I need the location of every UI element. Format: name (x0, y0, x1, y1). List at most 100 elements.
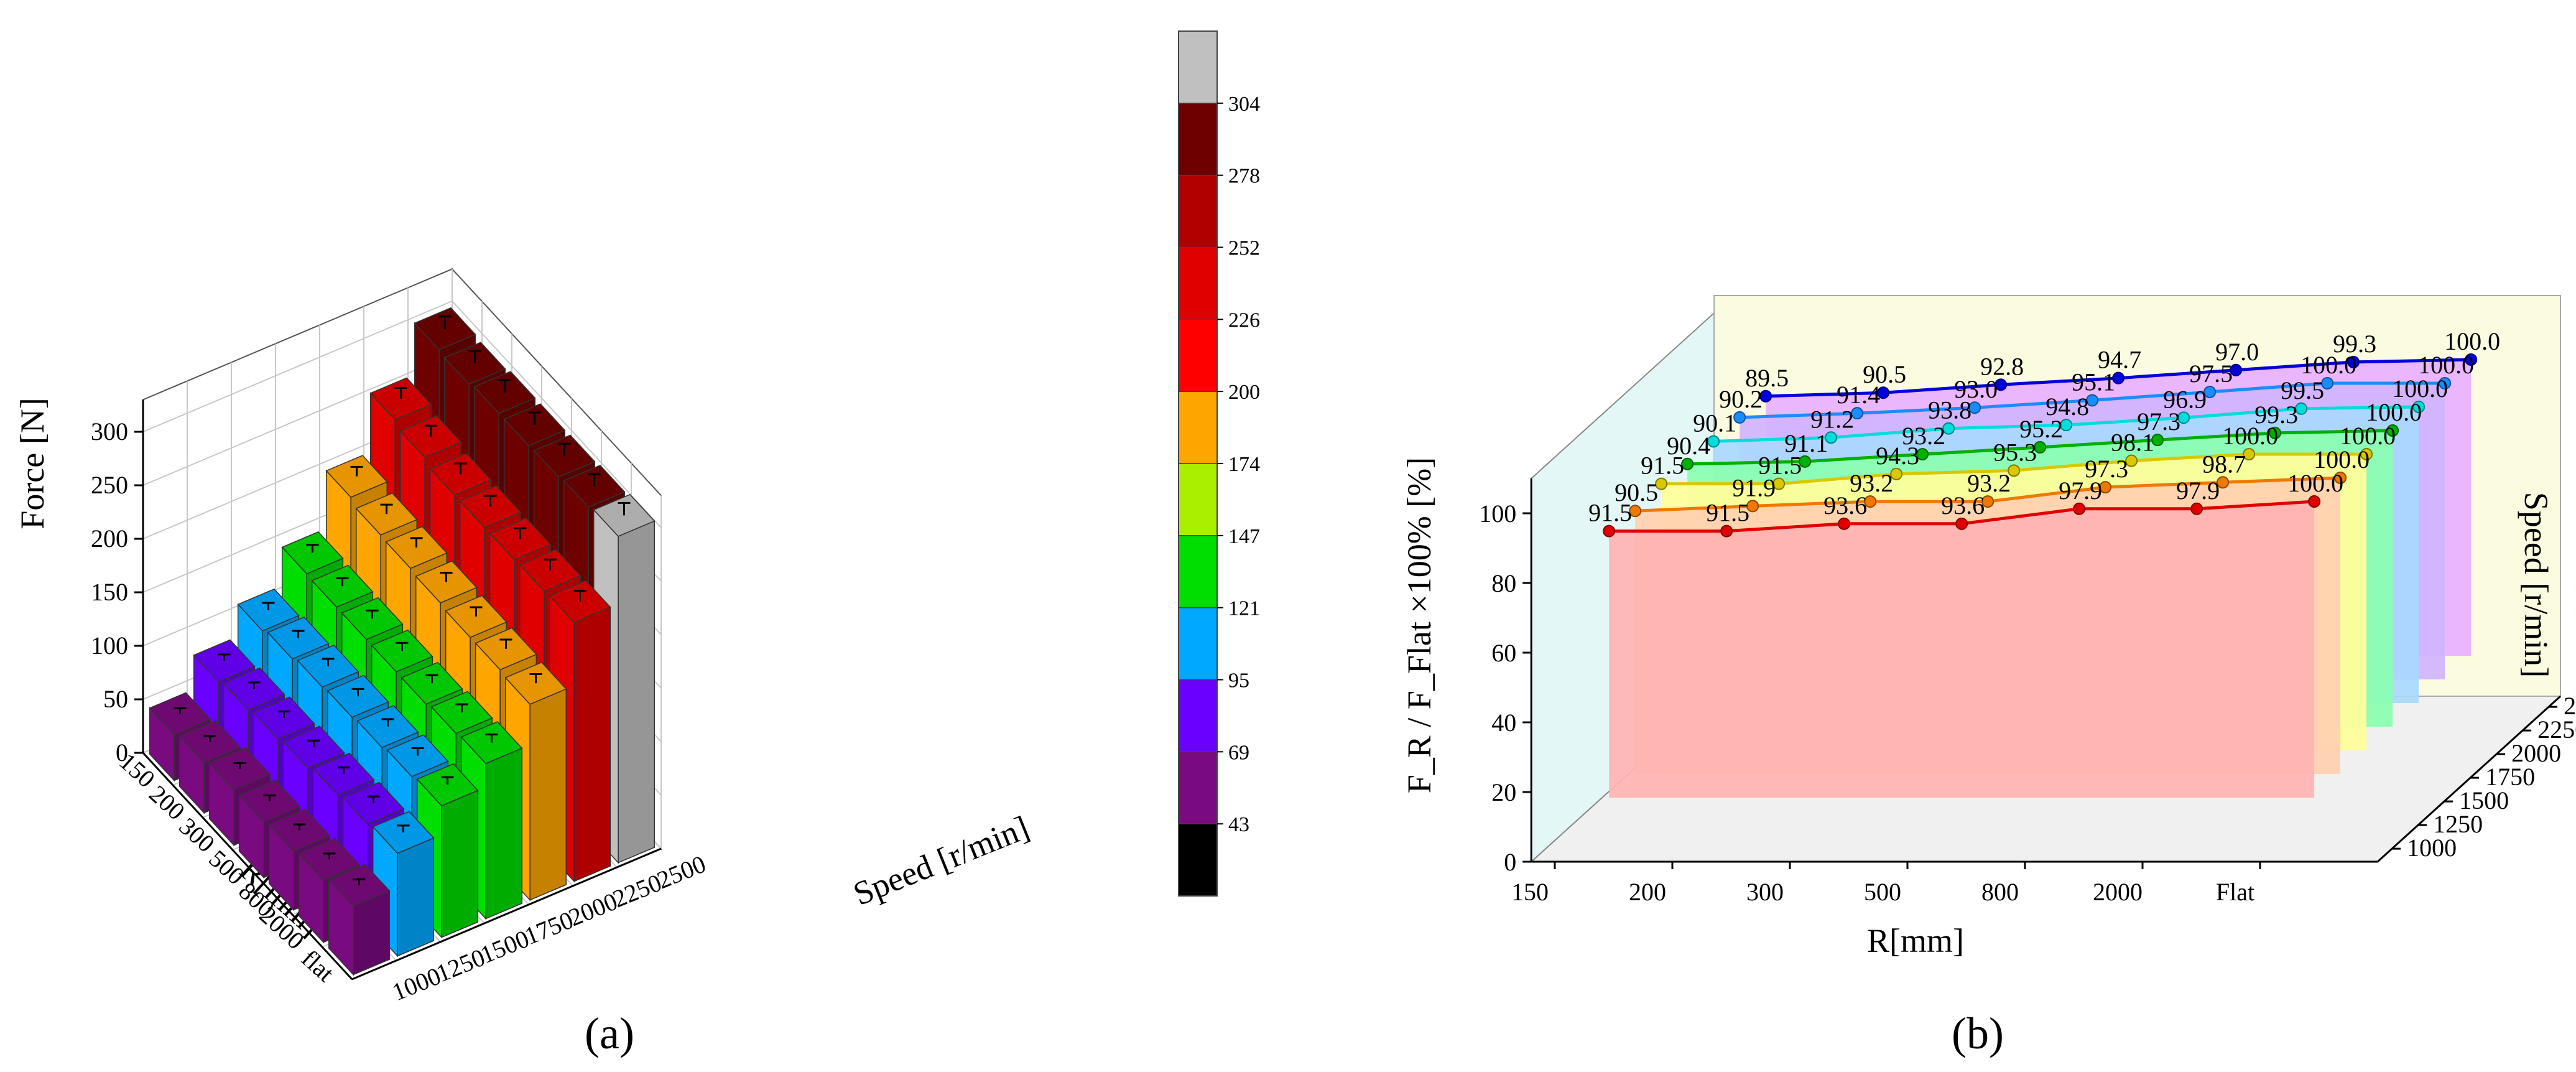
x-tick-label: 300 (1746, 878, 1784, 906)
colorbar-segment (1178, 751, 1218, 824)
data-point (2034, 440, 2047, 454)
data-point (1825, 431, 1838, 444)
data-label: 94.3 (1876, 442, 1919, 470)
y-tick-label: 40 (1491, 709, 1516, 737)
bar-top (342, 781, 405, 825)
bar-top (443, 342, 506, 385)
data-label: 100.0 (2287, 469, 2343, 497)
data-point (2203, 386, 2217, 398)
x-tick-label: 500 (1864, 878, 1901, 906)
data-label: 90.2 (1719, 385, 1763, 413)
z-tick-label: 2250 (2537, 715, 2576, 743)
data-label: 100.0 (2418, 351, 2474, 379)
data-label: 93.6 (1823, 492, 1867, 520)
z-axis-line (2376, 695, 2562, 863)
data-point (1864, 495, 1877, 508)
data-point (1851, 407, 1864, 420)
panel-label-b: (b) (1952, 1009, 2004, 1058)
colorbar-segment (1178, 391, 1218, 464)
data-point (2112, 371, 2125, 385)
data-point (2269, 426, 2282, 439)
data-point (2217, 476, 2230, 489)
bar-top (298, 837, 361, 881)
data-label: 97.5 (2189, 360, 2233, 388)
z-axis-title: Speed [r/min] (848, 809, 1034, 913)
series-fill (1609, 501, 2315, 798)
data-label: 100.0 (2366, 398, 2422, 426)
z-tick-label: 2500 (653, 850, 710, 895)
colorbar-segment (1178, 679, 1218, 753)
data-label: 91.5 (1706, 499, 1749, 527)
y-tick-label: 200 (91, 524, 128, 552)
data-label: 94.7 (2098, 346, 2141, 374)
data-point (2177, 411, 2190, 424)
y-tick-label: 250 (91, 471, 128, 499)
data-label: 96.9 (2163, 385, 2207, 413)
y-tick-label: 60 (1491, 639, 1516, 667)
data-label: 99.3 (2254, 401, 2298, 429)
bar-side (618, 520, 656, 864)
z-axis-line (351, 847, 662, 981)
data-label: 93.2 (1967, 469, 2011, 497)
data-point (1955, 517, 1968, 530)
bar-side (441, 790, 479, 938)
data-label: 99.5 (2281, 376, 2324, 404)
data-point (1877, 386, 1890, 399)
bar-side (573, 606, 611, 882)
data-label: 89.5 (1745, 364, 1789, 392)
data-point (1759, 389, 1772, 403)
data-label: 100.0 (2300, 351, 2356, 379)
panel-label-a: (a) (585, 1009, 634, 1058)
y-tick-label: 300 (91, 417, 128, 445)
colorbar-tick-label: 200 (1228, 381, 1260, 404)
data-label: 91.5 (1588, 499, 1632, 527)
data-label: 95.2 (2019, 415, 2063, 443)
data-point (1942, 422, 1955, 435)
data-point (1629, 505, 1642, 518)
data-point (2412, 401, 2425, 413)
data-point (2439, 377, 2452, 389)
colorbar-tick-label: 304 (1228, 93, 1260, 116)
bar-top (519, 549, 581, 592)
data-label: 90.5 (1615, 478, 1658, 506)
colorbar-tick-label: 95 (1228, 669, 1249, 692)
data-label: 91.5 (1641, 452, 1684, 480)
colorbar-tick-label: 226 (1228, 309, 1260, 332)
bar-side (485, 747, 523, 920)
bar-top (445, 595, 507, 638)
data-label: 93.0 (1954, 375, 1998, 403)
data-label: 97.0 (2215, 338, 2259, 366)
y-tick-label: 50 (103, 685, 128, 713)
data-point (2125, 454, 2138, 467)
bar-top (416, 763, 479, 806)
y-tick-label: 0 (116, 739, 128, 767)
data-point (2360, 448, 2373, 460)
bar (328, 864, 391, 976)
data-point (1655, 477, 1668, 490)
data-point (1968, 401, 1981, 414)
y-tick-label: 80 (1491, 569, 1516, 597)
bar-top (414, 307, 476, 350)
data-label: 93.2 (1902, 422, 1945, 450)
bar-side (397, 837, 435, 957)
data-point (2073, 502, 2086, 515)
bar-top (149, 692, 211, 735)
x-tick-label: 800 (1981, 878, 2019, 906)
data-label: 91.9 (1732, 473, 1776, 501)
data-point (2230, 363, 2243, 376)
data-point (2347, 355, 2360, 368)
bar-top (372, 811, 435, 854)
data-point (2060, 419, 2073, 432)
colorbar-segment (1178, 246, 1218, 320)
data-point (2086, 394, 2099, 407)
data-point (1720, 524, 1733, 538)
colorbar-segment (1178, 319, 1218, 392)
colorbar-segment (1178, 607, 1218, 681)
z-tick-label: 1500 (2459, 786, 2509, 814)
data-point (1681, 457, 1694, 470)
data-label: 90.5 (1863, 360, 1906, 388)
chart-a: 0501001502002503001502003005008002000fla… (14, 30, 1260, 1006)
data-point (2099, 481, 2112, 494)
series-slice: 91.5 91.5 93.6 93.6 97.9 97.9 100.0 (1588, 469, 2343, 798)
